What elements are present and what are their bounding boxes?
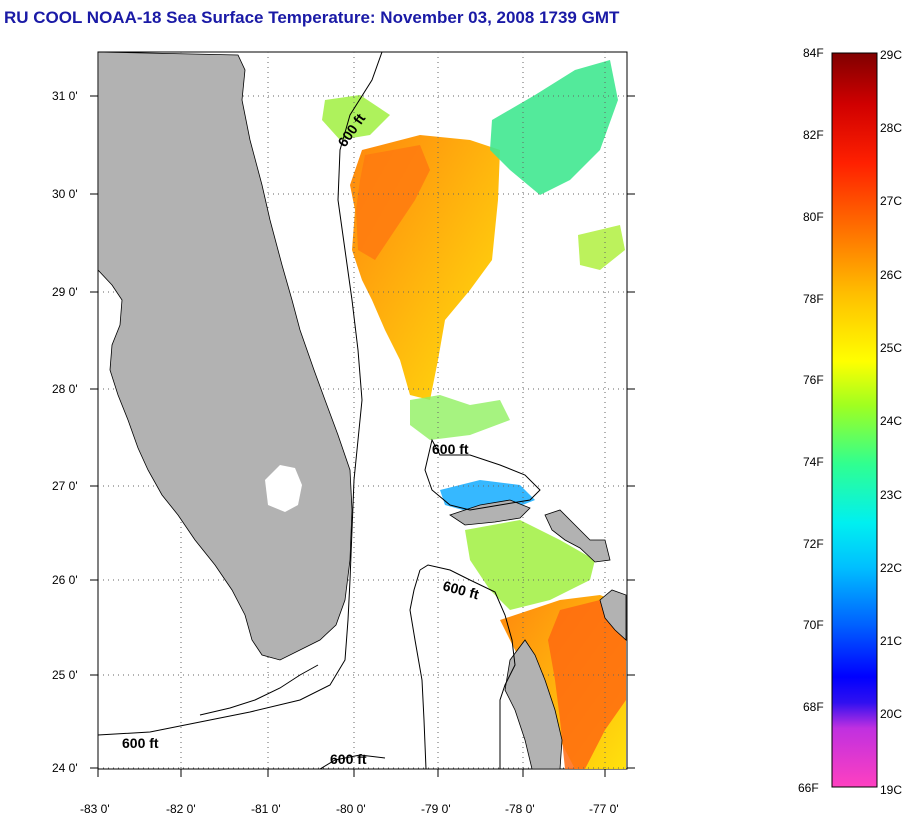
florida-keys <box>199 664 319 716</box>
abaco-island <box>544 509 611 563</box>
lat-label: 27 0' <box>52 479 78 493</box>
sst-patch-green-south <box>465 520 595 610</box>
lat-label: 28 0' <box>52 382 78 396</box>
lon-label: -82 0' <box>166 802 196 816</box>
lat-label: 25 0' <box>52 668 78 682</box>
isobath-600ft <box>98 52 541 769</box>
eleuthera-island <box>599 589 627 641</box>
lon-label: -77 0' <box>589 802 619 816</box>
grand-bahama-island <box>449 499 531 526</box>
colorbar-f-label: 68F <box>803 700 824 714</box>
colorbar-c-label: 21C <box>880 634 902 648</box>
lon-label: -80 0' <box>336 802 366 816</box>
lon-label: -78 0' <box>505 802 535 816</box>
colorbar-c-label: 20C <box>880 707 902 721</box>
lon-label: -81 0' <box>251 802 281 816</box>
colorbar-f-label: 70F <box>803 618 824 632</box>
andros-island <box>504 639 563 769</box>
lat-label: 30 0' <box>52 187 78 201</box>
colorbar-c-label: 22C <box>880 561 902 575</box>
colorbar <box>831 52 878 788</box>
lat-label: 24 0' <box>52 761 78 775</box>
contour-label-keys: 600 ft <box>330 751 367 767</box>
colorbar-f-label: 76F <box>803 373 824 387</box>
colorbar-f-label: 80F <box>803 210 824 224</box>
lat-ticks <box>90 95 635 769</box>
colorbar-c-label: 19C <box>880 783 902 797</box>
colorbar-f-label: 74F <box>803 455 824 469</box>
contour-label-southwest: 600 ft <box>122 735 159 751</box>
colorbar-c-label: 23C <box>880 488 902 502</box>
sst-patch-lime-east <box>578 225 625 270</box>
map-title: RU COOL NOAA-18 Sea Surface Temperature:… <box>4 8 620 27</box>
sst-data-layer <box>322 60 626 769</box>
lat-label: 26 0' <box>52 573 78 587</box>
sst-patch-green-mid <box>410 395 510 440</box>
sst-patch-green-north <box>490 60 618 195</box>
contour-label-bahamas: 600 ft <box>432 441 469 457</box>
colorbar-f-label: 72F <box>803 537 824 551</box>
lon-label: -79 0' <box>421 802 451 816</box>
colorbar-c-label: 29C <box>880 48 902 62</box>
sst-patch-lime-north <box>322 95 390 140</box>
colorbar-c-label: 24C <box>880 414 902 428</box>
lon-ticks <box>97 769 606 777</box>
lat-label: 29 0' <box>52 285 78 299</box>
sst-patch-orange-south <box>548 600 626 769</box>
lat-label: 31 0' <box>52 89 78 103</box>
colorbar-f-label: 84F <box>803 46 824 60</box>
colorbar-c-label: 25C <box>880 341 902 355</box>
lake-okeechobee <box>265 465 302 512</box>
colorbar-f-label: 78F <box>803 292 824 306</box>
colorbar-c-label: 26C <box>880 268 902 282</box>
colorbar-c-label: 28C <box>880 121 902 135</box>
colorbar-f-label: 66F <box>798 781 819 795</box>
lon-label: -83 0' <box>80 802 110 816</box>
colorbar-f-label: 82F <box>803 128 824 142</box>
colorbar-c-label: 27C <box>880 194 902 208</box>
sst-patch-orange-core <box>356 145 430 260</box>
